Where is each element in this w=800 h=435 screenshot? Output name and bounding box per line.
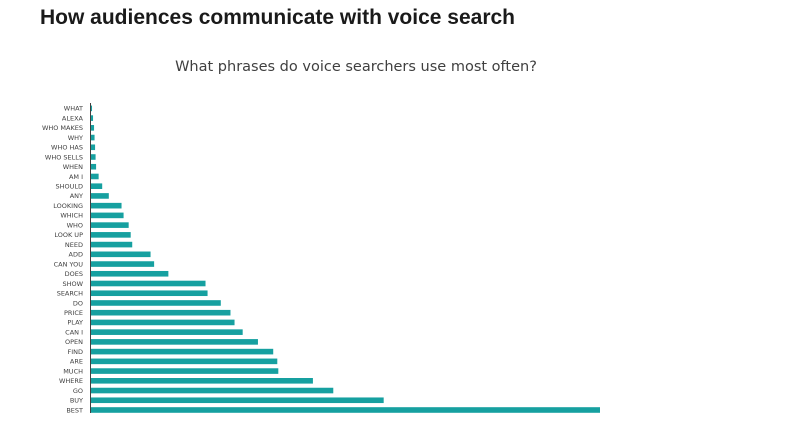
bar-search	[91, 290, 208, 297]
category-label: WHICH	[60, 212, 83, 220]
category-label: DO	[73, 299, 83, 307]
category-label: GO	[73, 387, 83, 395]
category-label: WHO MAKES	[42, 124, 83, 132]
bar-can-i	[91, 329, 243, 335]
category-label: ADD	[69, 251, 83, 259]
bar-any	[91, 193, 109, 199]
bar-does	[91, 270, 169, 277]
bar-can-you	[91, 261, 155, 267]
category-label: PRICE	[64, 309, 83, 317]
bar-who-has	[91, 144, 96, 151]
category-label: DOES	[65, 270, 83, 278]
bar-do	[91, 300, 221, 306]
bar-add	[91, 251, 151, 258]
category-label: WHO HAS	[51, 144, 83, 152]
category-label: WHERE	[59, 377, 83, 385]
category-label: ALEXA	[62, 114, 84, 122]
category-label: PLAY	[67, 319, 83, 327]
bar-buy	[91, 397, 384, 404]
category-label: WHAT	[64, 105, 83, 113]
bar-need	[91, 241, 133, 248]
bar-show	[91, 280, 206, 287]
bar-who-makes	[91, 125, 95, 131]
bar-looking	[91, 202, 122, 209]
bar-what	[91, 105, 93, 112]
category-label: ARE	[70, 358, 83, 366]
bar-look-up	[91, 232, 131, 238]
category-label: WHY	[68, 134, 83, 142]
chart-title: What phrases do voice searchers use most…	[175, 59, 537, 75]
bar-am-i	[91, 173, 99, 180]
bar-when	[91, 163, 97, 170]
category-label: WHO SELLS	[45, 153, 83, 161]
category-label: BUY	[70, 397, 83, 405]
category-label: MUCH	[63, 367, 83, 375]
bar-why	[91, 134, 95, 141]
category-label: NEED	[65, 241, 83, 249]
bar-best	[91, 407, 600, 413]
bars	[91, 105, 600, 413]
bar-play	[91, 319, 235, 326]
category-label: LOOKING	[53, 202, 83, 210]
bar-alexa	[91, 115, 94, 121]
bar-find	[91, 348, 274, 355]
bar-which	[91, 212, 124, 219]
page-heading: How audiences communicate with voice sea…	[40, 6, 515, 29]
category-label: BEST	[66, 406, 83, 414]
category-label: SHOULD	[55, 183, 83, 191]
category-label: SHOW	[62, 280, 83, 288]
category-label: WHO	[67, 221, 83, 229]
bar-where	[91, 378, 313, 384]
bar-go	[91, 387, 334, 394]
bar-much	[91, 368, 279, 374]
bar-are	[91, 358, 278, 365]
category-label: OPEN	[65, 338, 83, 346]
bar-price	[91, 309, 231, 316]
category-label: LOOK UP	[54, 231, 83, 239]
category-label: CAN YOU	[54, 260, 84, 268]
category-label: WHEN	[63, 163, 83, 171]
category-label: SEARCH	[57, 290, 83, 298]
bar-open	[91, 339, 258, 345]
category-label: FIND	[67, 348, 83, 356]
bar-who-sells	[91, 154, 96, 160]
category-label: ANY	[70, 192, 83, 200]
category-label: AM I	[69, 173, 83, 181]
bar-should	[91, 183, 103, 189]
bar-who	[91, 222, 129, 228]
category-label: CAN I	[65, 328, 83, 336]
